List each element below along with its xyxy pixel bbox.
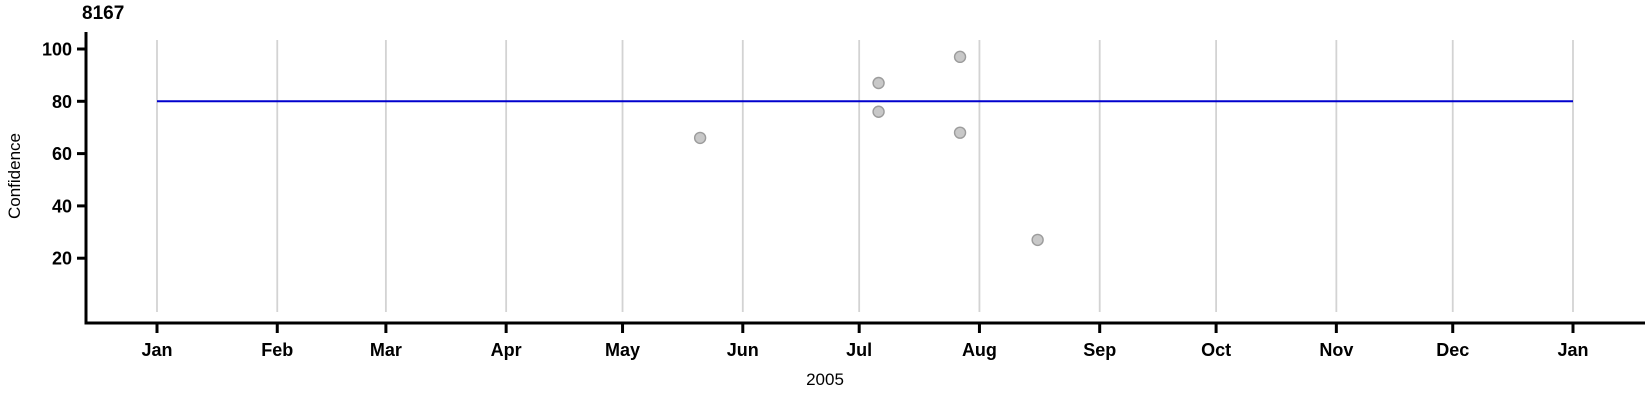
data-point [953,50,967,64]
x-tick-label: Jun [727,340,759,360]
x-tick-label: May [605,340,640,360]
x-tick-label: Sep [1083,340,1116,360]
y-tick-label: 20 [52,249,72,269]
x-tick-label: Dec [1436,340,1469,360]
x-tick-label: Nov [1319,340,1353,360]
x-tick-label: Oct [1201,340,1231,360]
x-tick-label: Jan [1557,340,1588,360]
y-tick-label: 60 [52,144,72,164]
data-point [953,126,967,139]
x-tick-label: Jan [141,340,172,360]
x-tick-label: Mar [370,340,402,360]
y-tick-label: 100 [42,40,72,60]
data-point [872,76,885,90]
y-axis-label: Confidence [5,132,24,220]
x-tick-label: Apr [491,340,522,360]
x-tick-label: Feb [261,340,293,360]
data-point [693,131,707,145]
y-tick-label: 80 [52,92,72,112]
x-axis-label: 2005 [806,370,844,389]
chart-title: 8167 [82,3,125,24]
y-tick-label: 40 [52,196,72,216]
data-point [872,105,885,118]
data-point [1031,233,1044,247]
x-tick-label: Jul [846,340,872,360]
x-tick-label: Aug [962,340,997,360]
